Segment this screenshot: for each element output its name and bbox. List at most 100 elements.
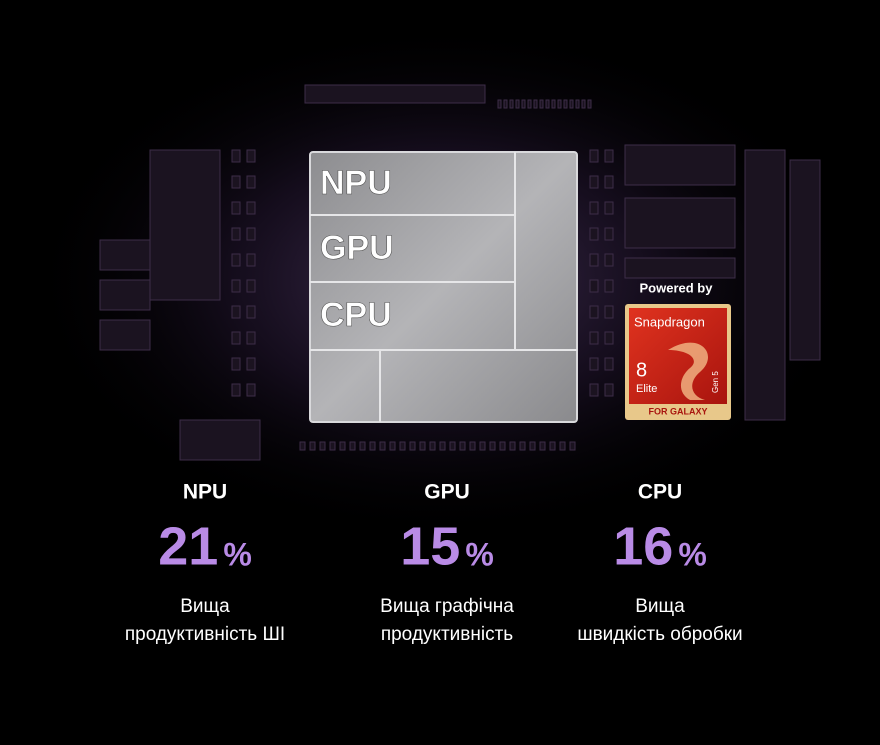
- circuit-part: [569, 441, 576, 451]
- circuit-part: [539, 99, 544, 109]
- circuit-part: [527, 99, 532, 109]
- circuit-part: [246, 149, 256, 163]
- circuit-part: [589, 175, 599, 189]
- stat-label: CPU: [638, 481, 682, 504]
- circuit-part: [231, 201, 241, 215]
- circuit-part: [509, 441, 516, 451]
- badge-brand: Snapdragon: [634, 314, 705, 329]
- circuit-part: [575, 99, 580, 109]
- badge-model-number: 8: [636, 359, 647, 381]
- circuit-part: [604, 331, 614, 345]
- circuit-part: [149, 149, 221, 301]
- circuit-part: [604, 279, 614, 293]
- circuit-part: [304, 84, 486, 104]
- circuit-part: [309, 441, 316, 451]
- circuit-part: [231, 279, 241, 293]
- circuit-part: [489, 441, 496, 451]
- circuit-part: [231, 305, 241, 319]
- circuit-part: [604, 305, 614, 319]
- stat-unit: %: [678, 536, 706, 572]
- circuit-part: [319, 441, 326, 451]
- circuit-part: [604, 175, 614, 189]
- circuit-part: [231, 253, 241, 267]
- circuit-part: [359, 441, 366, 451]
- circuit-part: [624, 257, 736, 279]
- circuit-part: [299, 441, 306, 451]
- circuit-pattern: [99, 84, 821, 461]
- stat-unit: %: [223, 536, 251, 572]
- circuit-part: [789, 159, 821, 361]
- circuit-part: [604, 149, 614, 163]
- circuit-part: [624, 144, 736, 186]
- stat-value: 16: [613, 516, 673, 576]
- circuit-part: [589, 279, 599, 293]
- circuit-part: [515, 99, 520, 109]
- circuit-part: [604, 227, 614, 241]
- circuit-part: [479, 441, 486, 451]
- badge-generation: Gen 5: [711, 371, 720, 393]
- badge: Powered by Snapdragon 8 Elite Gen 5 FOR …: [625, 280, 731, 420]
- chip-block-label: CPU: [320, 296, 392, 334]
- circuit-part: [533, 99, 538, 109]
- stats: NPU 21 % Вища продуктивність ШІ GPU 15 % Вища гр…: [125, 481, 743, 645]
- circuit-part: [589, 357, 599, 371]
- circuit-part: [545, 99, 550, 109]
- circuit-part: [246, 279, 256, 293]
- circuit-part: [521, 99, 526, 109]
- circuit-part: [529, 441, 536, 451]
- circuit-part: [231, 383, 241, 397]
- circuit-part: [604, 253, 614, 267]
- circuit-part: [231, 227, 241, 241]
- stat-description: Вища: [180, 596, 230, 617]
- circuit-part: [246, 331, 256, 345]
- circuit-part: [246, 357, 256, 371]
- circuit-part: [497, 99, 502, 109]
- circuit-part: [469, 441, 476, 451]
- circuit-part: [449, 441, 456, 451]
- circuit-part: [231, 357, 241, 371]
- circuit-part: [539, 441, 546, 451]
- circuit-part: [589, 331, 599, 345]
- stat-value: 15: [400, 516, 460, 576]
- circuit-part: [389, 441, 396, 451]
- badge-logo: [668, 342, 709, 400]
- circuit-part: [549, 441, 556, 451]
- stat-unit: %: [465, 536, 493, 572]
- badge-model-name: Elite: [636, 383, 657, 395]
- circuit-part: [329, 441, 336, 451]
- circuit-part: [499, 441, 506, 451]
- circuit-part: [349, 441, 356, 451]
- circuit-part: [369, 441, 376, 451]
- circuit-part: [589, 305, 599, 319]
- circuit-part: [429, 441, 436, 451]
- circuit-part: [744, 149, 786, 421]
- circuit-part: [589, 253, 599, 267]
- circuit-part: [246, 201, 256, 215]
- circuit-part: [519, 441, 526, 451]
- powered-by: Powered by: [640, 280, 714, 295]
- chip-block-label: NPU: [320, 164, 392, 202]
- chip-body: [309, 151, 578, 423]
- stat-value: 21: [158, 516, 218, 576]
- circuit-part: [589, 149, 599, 163]
- circuit-part: [246, 305, 256, 319]
- chip-block-label: GPU: [320, 229, 394, 267]
- circuit-part: [246, 383, 256, 397]
- circuit-part: [604, 383, 614, 397]
- circuit-part: [339, 441, 346, 451]
- stat-label: NPU: [183, 481, 227, 504]
- circuit-part: [379, 441, 386, 451]
- circuit-part: [246, 175, 256, 189]
- circuit-part: [409, 441, 416, 451]
- circuit-part: [231, 331, 241, 345]
- circuit-part: [419, 441, 426, 451]
- circuit-part: [604, 201, 614, 215]
- circuit-part: [99, 279, 151, 311]
- chip: NPU GPU CPU: [309, 151, 578, 423]
- circuit-part: [587, 99, 592, 109]
- circuit-part: [581, 99, 586, 109]
- circuit-part: [459, 441, 466, 451]
- circuit-part: [99, 319, 151, 351]
- circuit-part: [559, 441, 566, 451]
